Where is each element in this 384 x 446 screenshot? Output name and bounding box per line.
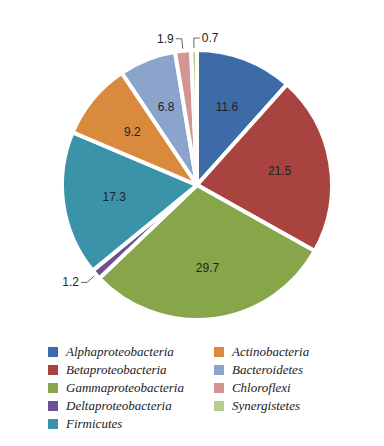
html-text:Deltaproteobacteria: Deltaproteobacteria — [66, 398, 172, 413]
svg-text:21.5: 21.5 — [268, 164, 292, 178]
svg-text:17.3: 17.3 — [102, 190, 126, 204]
html-text:Gammaproteobacteria: Gammaproteobacteria — [66, 380, 184, 395]
svg-text:6.8: 6.8 — [158, 100, 175, 114]
svg-text:1.2: 1.2 — [62, 275, 79, 289]
html-text:Synergistetes: Synergistetes — [232, 398, 301, 413]
svg-text:0.7: 0.7 — [202, 31, 219, 45]
svg-text:29.7: 29.7 — [196, 261, 220, 275]
html-text:Actinobacteria: Actinobacteria — [232, 344, 310, 359]
html-text:Chloroflexi: Chloroflexi — [232, 380, 291, 395]
svg-text:9.2: 9.2 — [124, 125, 141, 139]
html-text:Alphaproteobacteria: Alphaproteobacteria — [66, 344, 174, 359]
html-text:Bacteroidetes: Bacteroidetes — [232, 362, 303, 377]
html-text:Betaproteobacteria: Betaproteobacteria — [66, 362, 167, 377]
svg-text:11.6: 11.6 — [216, 100, 239, 114]
html-text:Firmicutes: Firmicutes — [66, 416, 123, 431]
svg-text:1.9: 1.9 — [157, 32, 174, 46]
